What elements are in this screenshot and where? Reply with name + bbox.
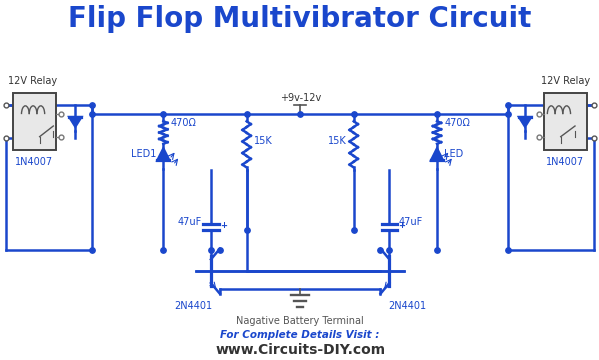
Point (159, 111, 168, 117)
Bar (544, 93, 587, 150)
Point (349, 111, 359, 117)
Text: 12V Relay: 12V Relay (8, 76, 57, 86)
Text: 47uF: 47uF (178, 217, 202, 227)
Point (87, 102, 97, 108)
Bar (13, 93, 56, 150)
Text: 2N4401: 2N4401 (388, 301, 426, 311)
Polygon shape (158, 149, 170, 160)
Point (385, 248, 394, 253)
Text: 470Ω: 470Ω (444, 118, 470, 128)
Text: 47uF: 47uF (398, 217, 422, 227)
Text: +: + (220, 221, 227, 230)
Point (87, 248, 97, 253)
Point (349, 227, 359, 233)
Point (504, 248, 513, 253)
Text: +9v-12v: +9v-12v (280, 94, 321, 103)
Point (504, 111, 513, 117)
Text: 15K: 15K (254, 136, 273, 146)
Text: For Complete Details Visit :: For Complete Details Visit : (220, 330, 380, 339)
Text: 15K: 15K (328, 136, 347, 146)
Polygon shape (431, 149, 443, 160)
Point (215, 248, 225, 253)
Point (206, 248, 216, 253)
Point (242, 227, 252, 233)
Text: 470Ω: 470Ω (171, 118, 196, 128)
Point (504, 102, 513, 108)
Text: 2N4401: 2N4401 (174, 301, 212, 311)
Text: 1N4007: 1N4007 (546, 157, 585, 167)
Point (376, 248, 385, 253)
Point (87, 111, 97, 117)
Text: Flip Flop Multivibrator Circuit: Flip Flop Multivibrator Circuit (68, 5, 532, 33)
Text: 1N4007: 1N4007 (15, 157, 53, 167)
Point (432, 111, 442, 117)
Text: Nagative Battery Terminal: Nagative Battery Terminal (236, 316, 364, 326)
Text: www.Circuits-DIY.com: www.Circuits-DIY.com (215, 343, 385, 357)
Text: 12V Relay: 12V Relay (541, 76, 590, 86)
Point (432, 248, 442, 253)
Point (295, 111, 305, 117)
Polygon shape (69, 117, 81, 127)
Point (159, 248, 168, 253)
Text: +: + (398, 221, 406, 230)
Text: LED1: LED1 (131, 149, 156, 158)
Point (242, 111, 252, 117)
Text: LED: LED (444, 149, 464, 158)
Polygon shape (519, 117, 531, 127)
